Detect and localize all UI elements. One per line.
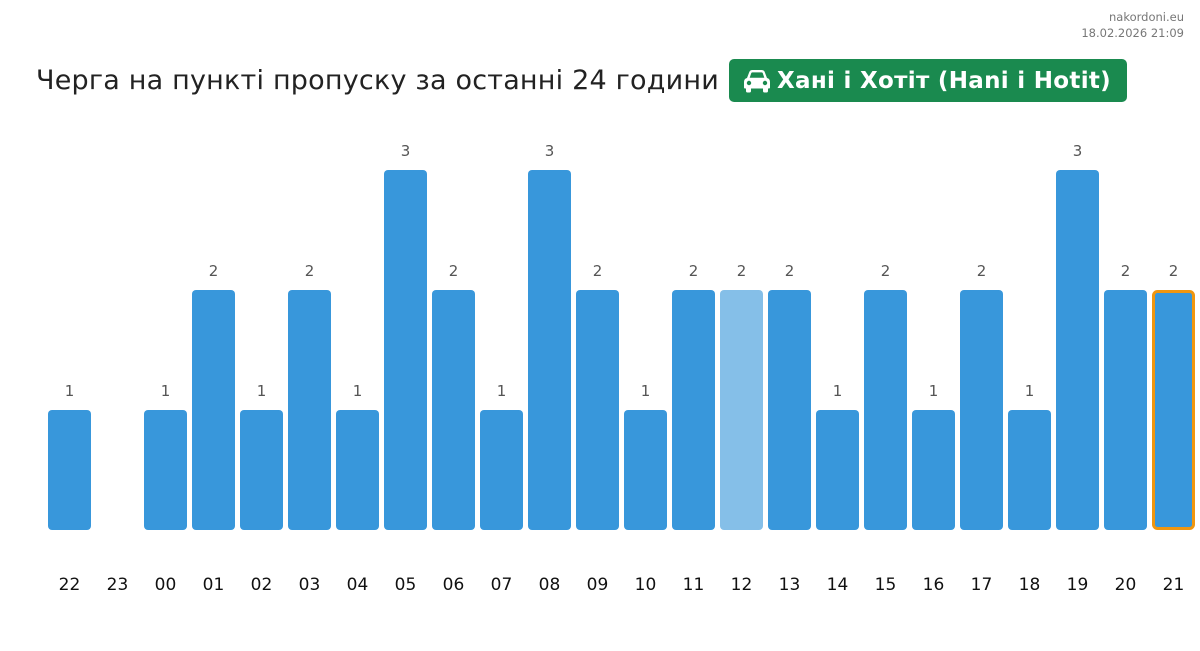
- x-tick-label-18: 18: [1019, 575, 1041, 595]
- x-tick-label-00: 00: [155, 575, 177, 595]
- bar-value-07: 1: [497, 382, 507, 400]
- bar-05[interactable]: [384, 170, 427, 530]
- bar-09[interactable]: [576, 290, 619, 530]
- x-tick-label-10: 10: [635, 575, 657, 595]
- bar-value-15: 2: [881, 262, 891, 280]
- bar-value-21: 2: [1169, 262, 1179, 280]
- x-tick-label-20: 20: [1115, 575, 1137, 595]
- x-tick-label-06: 06: [443, 575, 465, 595]
- x-tick-label-07: 07: [491, 575, 513, 595]
- x-tick-label-05: 05: [395, 575, 417, 595]
- bar-01[interactable]: [192, 290, 235, 530]
- bar-07[interactable]: [480, 410, 523, 530]
- bar-value-10: 1: [641, 382, 651, 400]
- bar-value-13: 2: [785, 262, 795, 280]
- bar-21[interactable]: [1152, 290, 1195, 530]
- bar-19[interactable]: [1056, 170, 1099, 530]
- x-tick-label-04: 04: [347, 575, 369, 595]
- bar-value-12: 2: [737, 262, 747, 280]
- bar-20[interactable]: [1104, 290, 1147, 530]
- bar-value-11: 2: [689, 262, 699, 280]
- site-info: nakordoni.eu 18.02.2026 21:09: [1081, 9, 1184, 41]
- bar-value-16: 1: [929, 382, 939, 400]
- bar-value-02: 1: [257, 382, 267, 400]
- bar-value-00: 1: [161, 382, 171, 400]
- page-title: Черга на пункті пропуску за останні 24 г…: [36, 65, 719, 96]
- bar-17[interactable]: [960, 290, 1003, 530]
- bar-11[interactable]: [672, 290, 715, 530]
- bar-13[interactable]: [768, 290, 811, 530]
- bar-value-06: 2: [449, 262, 459, 280]
- x-tick-label-08: 08: [539, 575, 561, 595]
- bar-value-08: 3: [545, 142, 555, 160]
- x-tick-label-03: 03: [299, 575, 321, 595]
- bar-04[interactable]: [336, 410, 379, 530]
- x-tick-label-12: 12: [731, 575, 753, 595]
- bar-value-18: 1: [1025, 382, 1035, 400]
- x-tick-label-15: 15: [875, 575, 897, 595]
- x-tick-label-23: 23: [107, 575, 129, 595]
- x-tick-label-17: 17: [971, 575, 993, 595]
- bar-value-14: 1: [833, 382, 843, 400]
- x-tick-label-19: 19: [1067, 575, 1089, 595]
- bar-value-09: 2: [593, 262, 603, 280]
- bar-15[interactable]: [864, 290, 907, 530]
- x-tick-label-16: 16: [923, 575, 945, 595]
- x-tick-label-14: 14: [827, 575, 849, 595]
- x-tick-label-22: 22: [59, 575, 81, 595]
- bar-03[interactable]: [288, 290, 331, 530]
- bar-value-05: 3: [401, 142, 411, 160]
- bar-12[interactable]: [720, 290, 763, 530]
- bar-22[interactable]: [48, 410, 91, 530]
- bar-16[interactable]: [912, 410, 955, 530]
- bar-18[interactable]: [1008, 410, 1051, 530]
- bar-value-04: 1: [353, 382, 363, 400]
- bar-value-03: 2: [305, 262, 315, 280]
- x-tick-label-21: 21: [1163, 575, 1185, 595]
- checkpoint-name: Хані і Хотіт (Hani i Hotit): [777, 67, 1111, 94]
- car-icon: [744, 69, 770, 92]
- bar-value-17: 2: [977, 262, 987, 280]
- site-domain: nakordoni.eu: [1109, 10, 1184, 24]
- bar-value-19: 3: [1073, 142, 1083, 160]
- bar-00[interactable]: [144, 410, 187, 530]
- x-tick-label-09: 09: [587, 575, 609, 595]
- bar-14[interactable]: [816, 410, 859, 530]
- bar-value-22: 1: [65, 382, 75, 400]
- bar-10[interactable]: [624, 410, 667, 530]
- title-row: Черга на пункті пропуску за останні 24 г…: [36, 59, 1127, 102]
- x-tick-label-13: 13: [779, 575, 801, 595]
- x-tick-label-01: 01: [203, 575, 225, 595]
- bar-value-20: 2: [1121, 262, 1131, 280]
- report-timestamp: 18.02.2026 21:09: [1081, 26, 1184, 40]
- bar-06[interactable]: [432, 290, 475, 530]
- bar-value-01: 2: [209, 262, 219, 280]
- x-tick-label-11: 11: [683, 575, 705, 595]
- x-tick-label-02: 02: [251, 575, 273, 595]
- bar-08[interactable]: [528, 170, 571, 530]
- bar-02[interactable]: [240, 410, 283, 530]
- checkpoint-badge[interactable]: Хані і Хотіт (Hani i Hotit): [729, 59, 1127, 102]
